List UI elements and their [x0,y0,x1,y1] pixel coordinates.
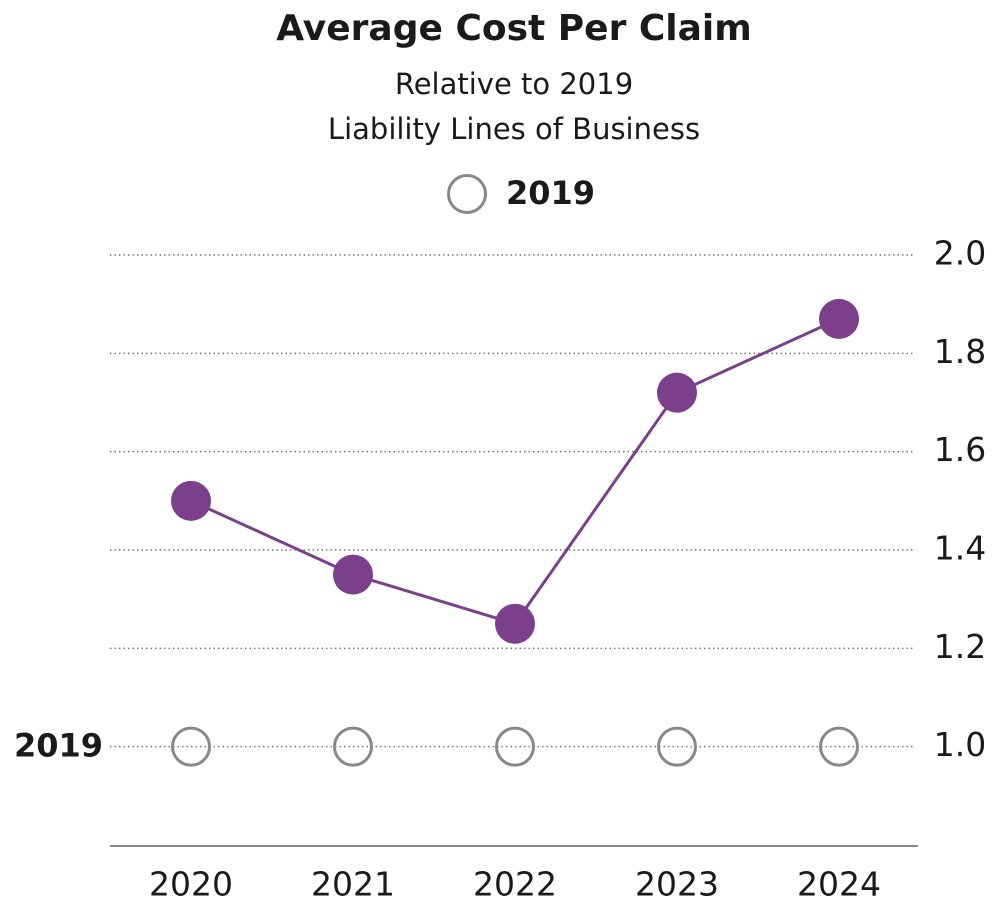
series-line [190,317,840,626]
x-tick-label: 2020 [149,865,233,904]
data-point [495,603,535,644]
data-point [495,726,535,767]
legend-marker [447,174,487,214]
data-point [333,726,373,767]
series-label: 2019 [14,727,103,765]
y-tick-label: 2.0 [934,234,986,273]
chart-subtitle: Liability Lines of Business [328,112,700,146]
x-tick-label: 2022 [473,865,557,904]
data-point [171,726,211,767]
x-tick-label: 2021 [311,865,395,904]
legend-label: 2019 [506,174,595,212]
data-point [171,480,211,521]
data-point [657,726,697,767]
y-tick-label: 1.2 [934,627,986,666]
y-tick-label: 1.8 [934,332,986,371]
data-point [333,554,373,595]
x-tick-label: 2023 [635,865,719,904]
x-tick-label: 2024 [797,865,881,904]
data-point [819,726,859,767]
y-tick-label: 1.6 [934,430,986,469]
chart-title: Average Cost Per Claim [276,8,752,49]
y-tick-label: 1.4 [934,529,986,568]
y-tick-label: 1.0 [934,725,986,764]
data-point [819,298,859,339]
chart-subtitle: Relative to 2019 [395,67,633,101]
data-point [657,372,697,413]
